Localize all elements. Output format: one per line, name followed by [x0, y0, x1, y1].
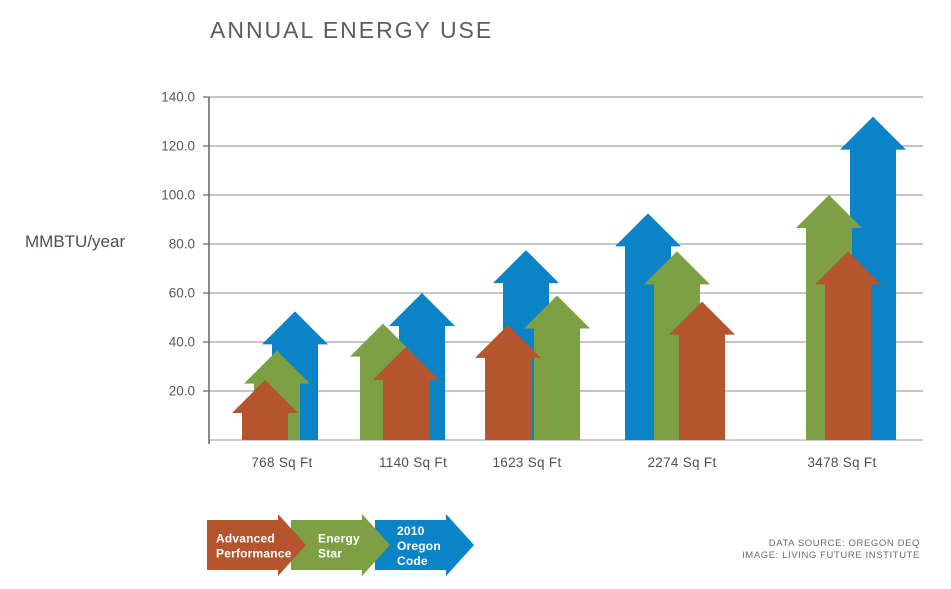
- x-category-label: 768 Sq Ft: [251, 455, 312, 470]
- legend-arrow-2010-oregon-code: [375, 514, 474, 576]
- x-category-label: 1140 Sq Ft: [379, 455, 447, 470]
- y-tick-label: 20.0: [169, 384, 195, 399]
- legend-label-line: 2010: [397, 524, 425, 538]
- legend-label-line: Energy: [318, 532, 360, 546]
- arrow-bar-energy-star: [524, 295, 590, 440]
- legend-label-line: Performance: [216, 547, 292, 561]
- y-tick-label: 100.0: [161, 188, 195, 203]
- legend-arrow-advanced-performance: [207, 514, 306, 576]
- x-category-label: 3478 Sq Ft: [807, 455, 876, 470]
- arrow-group-768-sq-ft: [232, 311, 328, 440]
- legend-arrow-energy-star: [291, 514, 390, 576]
- legend-label-line: Code: [397, 554, 428, 568]
- y-tick-label: 120.0: [161, 139, 195, 154]
- legend-label-line: Oregon: [397, 539, 441, 553]
- arrow-bar-advanced-performance: [669, 301, 735, 440]
- data-source-text: DATA SOURCE: OREGON DEQ: [768, 538, 920, 549]
- attribution-footer: DATA SOURCE: OREGON DEQ IMAGE: LIVING FU…: [742, 538, 920, 561]
- y-axis-label: MMBTU/year: [25, 232, 126, 251]
- arrow-bar-advanced-performance: [373, 346, 439, 440]
- arrow-group-1623-sq-ft: [475, 250, 590, 440]
- arrow-group-1140-sq-ft: [350, 293, 455, 440]
- legend-label-line: Star: [318, 547, 342, 561]
- legend-label-line: Advanced: [216, 532, 275, 546]
- y-tick-label: 60.0: [169, 286, 195, 301]
- x-category-label: 2274 Sq Ft: [647, 455, 716, 470]
- arrow-group-2274-sq-ft: [615, 213, 735, 440]
- arrow-bar-advanced-performance: [475, 324, 541, 440]
- arrow-bar-advanced-performance: [232, 379, 298, 440]
- image-credit-text: IMAGE: LIVING FUTURE INSTITUTE: [742, 549, 920, 561]
- arrow-bar-advanced-performance: [815, 251, 881, 440]
- y-tick-label: 80.0: [169, 237, 195, 252]
- arrow-group-3478-sq-ft: [796, 116, 906, 440]
- y-tick-label: 140.0: [161, 90, 195, 105]
- x-category-label: 1623 Sq Ft: [492, 455, 561, 470]
- chart-title: ANNUAL ENERGY USE: [210, 17, 494, 43]
- y-tick-label: 40.0: [169, 335, 195, 350]
